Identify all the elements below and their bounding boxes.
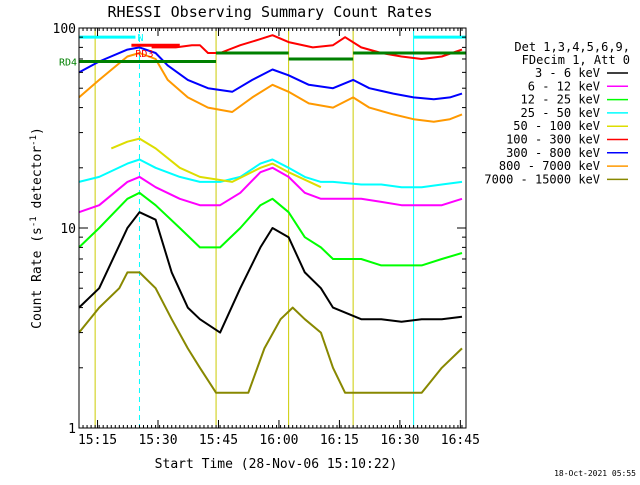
series-line-1 [78,166,463,214]
x-tick-label: 16:30 [380,433,419,448]
legend-label-0: 3 - 6 keV [535,66,600,80]
legend-label-4: 50 - 100 keV [513,119,600,133]
series-line-8 [78,271,463,394]
x-tick-label: 15:15 [78,433,117,448]
legend-header-line-1: Det 1,3,4,5,6,9, [514,40,630,54]
x-tick-label: 16:45 [441,433,480,448]
series-line-2 [78,191,463,267]
legend-label-8: 7000 - 15000 keV [484,172,600,186]
series-line-7 [78,52,463,123]
series-line-5 [151,34,463,60]
y-tick-label: 100 [53,22,76,37]
x-tick-label: 16:00 [259,433,298,448]
legend-label-1: 6 - 12 keV [528,79,600,93]
chart-title: RHESSI Observing Summary Count Rates [107,3,432,21]
y-tick-label: 1 [68,422,76,437]
legend-header-line-2: FDecim 1, Att 0 [522,53,630,67]
y-tick-label: 10 [60,222,76,237]
x-tick-label: 15:30 [138,433,177,448]
legend-label-3: 25 - 50 keV [521,106,600,120]
legend: Det 1,3,4,5,6,9, FDecim 1, Att 0 3 - 6 k… [484,40,630,186]
series-line-6 [78,46,463,101]
series-line-0 [78,211,463,334]
x-axis-label: Start Time (28-Nov-06 15:10:22) [155,457,398,472]
legend-label-5: 100 - 300 keV [506,133,600,147]
legend-label-7: 800 - 7000 keV [499,159,600,173]
footer-timestamp: 18-Oct-2021 05:55 [554,469,636,478]
legend-label-2: 12 - 25 keV [521,93,600,107]
overlay-label-n: N [137,33,143,44]
series-line-4 [110,137,322,189]
y-axis-label: Count Rate (s-1 detector-1) [29,127,45,329]
x-tick-label: 15:45 [199,433,238,448]
legend-label-6: 300 - 800 keV [506,146,600,160]
overlay-label-rd4: RD4 [59,57,77,68]
series-line-3 [78,158,463,189]
overlay-label-rd3: RD3 [135,49,153,60]
x-tick-label: 16:15 [320,433,359,448]
